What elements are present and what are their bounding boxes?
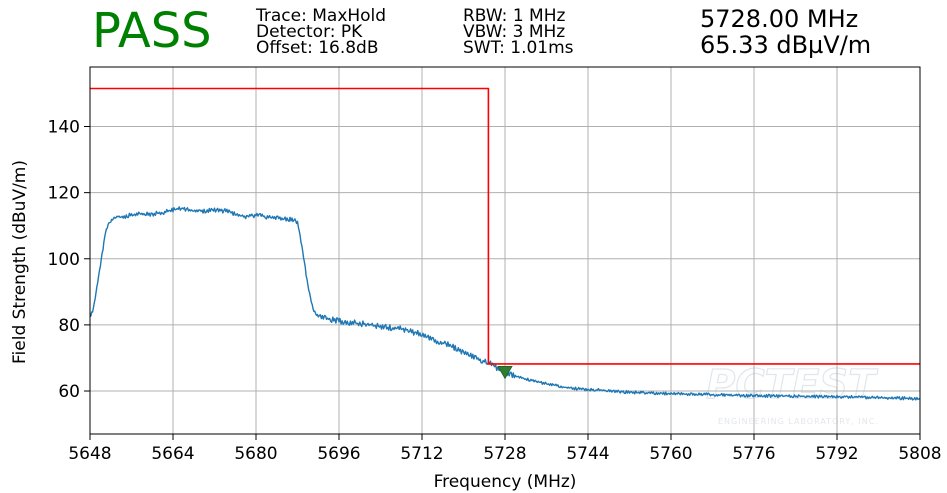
x-axis-label: Frequency (MHz) bbox=[434, 472, 577, 492]
watermark-logo-text: PCTEST bbox=[706, 362, 878, 408]
y-tick-label: 120 bbox=[48, 184, 80, 204]
watermark-tagline: ENGINEERING LABORATORY, INC. bbox=[718, 417, 879, 426]
trace-label: Trace: MaxHold bbox=[256, 6, 387, 26]
marker-triangle bbox=[497, 365, 513, 380]
y-tick-label: 140 bbox=[48, 118, 80, 138]
x-tick-label: 5712 bbox=[400, 444, 443, 464]
data-lines bbox=[89, 87, 921, 401]
x-tick-label: 5760 bbox=[649, 444, 692, 464]
vbw-label: VBW: 3 MHz bbox=[463, 22, 566, 42]
x-tick-label: 5808 bbox=[898, 444, 941, 464]
x-tick-label: 5792 bbox=[815, 444, 858, 464]
offset-label: Offset: 16.8dB bbox=[256, 38, 379, 58]
y-axis-label: Field Strength (dBuV/m) bbox=[10, 160, 30, 364]
marker bbox=[497, 365, 513, 380]
x-axis-ticks: 5648 5664 5680 5696 5712 5728 5744 5760 5776 5792… bbox=[68, 434, 942, 464]
x-tick-label: 5696 bbox=[317, 444, 360, 464]
marker-frequency: 5728.00 MHz bbox=[700, 5, 859, 33]
y-tick-label: 60 bbox=[58, 382, 80, 402]
limit-line bbox=[90, 87, 920, 365]
y-tick-label: 80 bbox=[58, 316, 80, 336]
swt-label: SWT: 1.01ms bbox=[463, 38, 574, 58]
x-tick-label: 5728 bbox=[483, 444, 526, 464]
y-axis-ticks: 60 80 100 120 140 bbox=[48, 118, 90, 402]
x-tick-label: 5664 bbox=[151, 444, 194, 464]
trace-line bbox=[89, 206, 921, 401]
pass-status: PASS bbox=[92, 3, 212, 59]
x-tick-label: 5680 bbox=[234, 444, 277, 464]
y-tick-label: 100 bbox=[48, 250, 80, 270]
x-tick-label: 5744 bbox=[566, 444, 609, 464]
watermark: PCTEST ENGINEERING LABORATORY, INC. bbox=[705, 361, 879, 426]
detector-label: Detector: PK bbox=[256, 22, 363, 42]
x-tick-label: 5648 bbox=[68, 444, 111, 464]
x-tick-label: 5776 bbox=[732, 444, 775, 464]
marker-level: 65.33 dBµV/m bbox=[700, 31, 872, 59]
rbw-label: RBW: 1 MHz bbox=[463, 6, 566, 26]
